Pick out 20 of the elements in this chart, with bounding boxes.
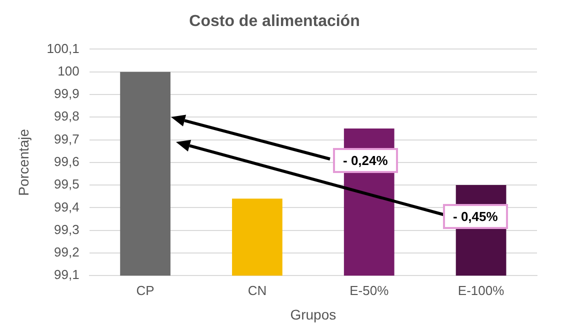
y-axis-title: Porcentaje [15,128,32,196]
y-tick-label: 99,4 [54,199,80,214]
y-tick-label: 100,1 [46,40,80,56]
y-tick-label: 99,7 [54,131,80,146]
x-tick-label: E-50% [350,282,390,298]
y-tick-label: 100 [58,63,80,78]
x-axis-title: Grupos [290,306,336,322]
y-tick-label: 99,5 [54,176,80,192]
y-tick-label: 99,8 [54,108,80,124]
y-tick-label: 99,3 [54,222,80,237]
annotation: - 0,45% [443,204,508,229]
x-tick-label: CP [136,282,154,298]
x-tick-label: E-100% [458,282,505,298]
y-tick-label: 99,2 [54,244,80,260]
y-tick-label: 99,6 [54,154,80,169]
y-tick-label: 99,1 [54,267,80,282]
y-tick-label: 99,9 [54,86,80,102]
annotation: - 0,24% [333,148,398,173]
x-tick-label: CN [248,282,267,298]
chart-title: Costo de alimentación [189,13,360,30]
